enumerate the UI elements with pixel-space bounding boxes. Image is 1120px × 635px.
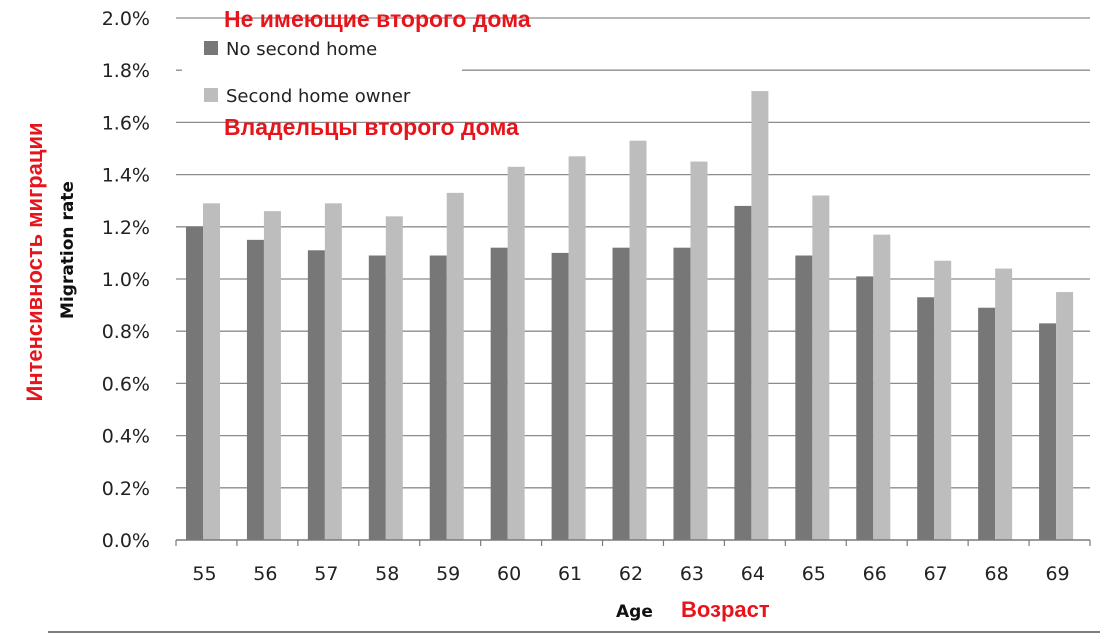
bar-second-home-owner: [934, 260, 952, 540]
bar-second-home-owner: [385, 216, 403, 541]
legend-swatch-no-second-home: [204, 41, 218, 55]
x-tick-label: 65: [802, 563, 826, 585]
bar-no-second-home: [856, 276, 874, 540]
bar-no-second-home: [551, 252, 569, 540]
bar-no-second-home: [490, 247, 508, 540]
y-tick-label: 0.4%: [102, 426, 150, 448]
bar-no-second-home: [429, 255, 447, 540]
x-tick-label: 68: [985, 563, 1009, 585]
y-tick-label: 1.4%: [102, 165, 150, 187]
bar-no-second-home: [368, 255, 386, 540]
bar-no-second-home: [978, 307, 996, 540]
x-tick-label: 56: [253, 563, 277, 585]
x-tick-label: 57: [314, 563, 338, 585]
bar-no-second-home: [795, 255, 813, 540]
y-axis-title: Migration rate: [58, 181, 78, 319]
x-tick-label: 58: [375, 563, 399, 585]
bars: [186, 91, 1074, 541]
y-tick-label: 2.0%: [102, 8, 150, 30]
bar-no-second-home: [186, 226, 203, 541]
bar-second-home-owner: [324, 203, 342, 540]
x-tick-label: 60: [497, 563, 521, 585]
annotation-second-home-owner-ru: Владельцы второго дома: [224, 114, 519, 140]
bar-no-second-home: [246, 239, 264, 540]
x-tick-labels: 55 56 57 58 59 60 61 62 63 64 65 66 67 68 69: [175, 540, 1091, 585]
bar-second-home-owner: [507, 166, 525, 540]
y-tick-label: 1.0%: [102, 269, 150, 291]
legend-label-second-home-owner: Second home owner: [226, 86, 411, 107]
bar-no-second-home: [307, 250, 325, 541]
x-tick-label: 66: [863, 563, 887, 585]
bar-second-home-owner: [1056, 292, 1074, 540]
x-axis-title-ru: Возраст: [681, 597, 770, 622]
x-tick-label: 55: [192, 563, 216, 585]
bar-second-home-owner: [446, 192, 464, 540]
bar-second-home-owner: [629, 140, 647, 541]
bar-second-home-owner: [263, 211, 281, 540]
y-tick-label: 0.2%: [102, 478, 150, 500]
bar-no-second-home: [673, 247, 691, 540]
x-tick-label: 63: [680, 563, 704, 585]
y-tick-label: 0.0%: [102, 530, 150, 552]
bar-second-home-owner: [568, 156, 586, 540]
bar-no-second-home: [1039, 323, 1057, 540]
y-tick-labels: 0.0% 0.2% 0.4% 0.6% 0.8% 1.0% 1.2% 1.4% 1.6% 1.8%…: [102, 8, 150, 552]
bar-second-home-owner: [690, 161, 708, 541]
y-tick-label: 1.8%: [102, 60, 150, 82]
y-axis-title-ru: Интенсивность миграции: [22, 123, 47, 402]
x-tick-label: 69: [1045, 563, 1069, 585]
x-tick-label: 62: [619, 563, 643, 585]
y-tick-label: 1.2%: [102, 217, 150, 239]
legend-background: [182, 30, 462, 112]
y-tick-label: 1.6%: [102, 112, 150, 134]
bar-no-second-home: [917, 297, 935, 540]
annotation-no-second-home-ru: Не имеющие второго дома: [224, 6, 531, 32]
y-tick-label: 0.8%: [102, 321, 150, 343]
bar-second-home-owner: [995, 268, 1013, 540]
x-tick-label: 67: [924, 563, 948, 585]
x-axis-title: Age: [616, 602, 653, 622]
bar-second-home-owner: [873, 234, 891, 540]
x-tick-label: 64: [741, 563, 765, 585]
legend-swatch-second-home-owner: [204, 88, 218, 102]
bar-second-home-owner: [751, 91, 769, 540]
bar-no-second-home: [734, 205, 752, 541]
bar-no-second-home: [612, 247, 630, 540]
x-tick-label: 59: [436, 563, 460, 585]
y-tick-label: 0.6%: [102, 373, 150, 395]
x-tick-label: 61: [558, 563, 582, 585]
bar-second-home-owner: [812, 195, 830, 541]
bar-second-home-owner: [203, 203, 220, 540]
legend-label-no-second-home: No second home: [226, 39, 377, 60]
